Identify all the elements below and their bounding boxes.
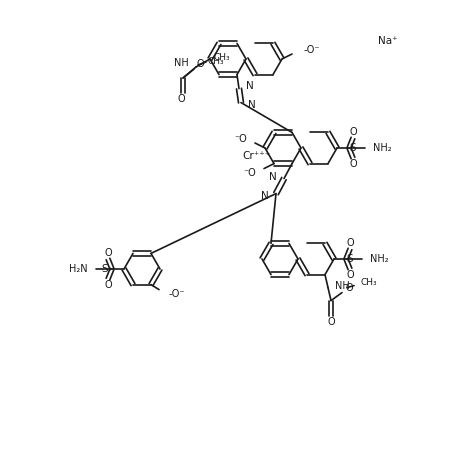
Text: O: O xyxy=(346,270,353,280)
Text: NH: NH xyxy=(334,281,349,290)
Text: O: O xyxy=(104,248,112,258)
Text: NH₂: NH₂ xyxy=(372,143,391,153)
Text: ⁻O: ⁻O xyxy=(243,168,256,178)
Text: O: O xyxy=(177,94,185,104)
Text: O: O xyxy=(348,159,356,169)
Text: H₂N: H₂N xyxy=(69,264,88,274)
Text: CH₃: CH₃ xyxy=(207,56,224,65)
Text: NH: NH xyxy=(174,58,189,68)
Text: S: S xyxy=(349,143,356,153)
Text: CH₃: CH₃ xyxy=(213,52,230,61)
Text: S: S xyxy=(101,264,108,274)
Text: N: N xyxy=(246,81,253,91)
Text: NH₂: NH₂ xyxy=(369,254,388,264)
Text: O: O xyxy=(104,280,112,290)
Text: O: O xyxy=(346,238,353,248)
Text: -O⁻: -O⁻ xyxy=(168,289,185,299)
Text: Na⁺: Na⁺ xyxy=(377,36,397,46)
Text: O: O xyxy=(326,317,334,327)
Text: O: O xyxy=(196,59,204,69)
Text: N: N xyxy=(269,171,276,182)
Text: O: O xyxy=(348,127,356,137)
Text: N: N xyxy=(247,100,255,110)
Text: CH₃: CH₃ xyxy=(360,278,377,287)
Text: Cr⁺⁺⁺: Cr⁺⁺⁺ xyxy=(241,151,270,161)
Text: O: O xyxy=(345,283,353,293)
Text: S: S xyxy=(346,254,353,264)
Text: N: N xyxy=(261,191,269,201)
Text: ⁻O: ⁻O xyxy=(234,134,246,144)
Text: -O⁻: -O⁻ xyxy=(303,45,320,55)
